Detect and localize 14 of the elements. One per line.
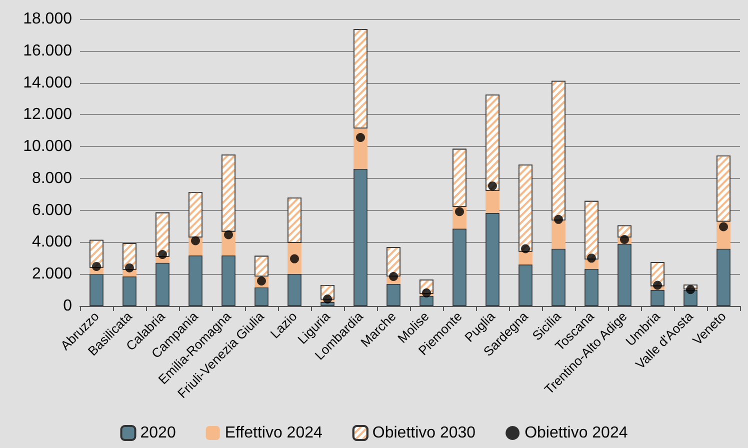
legend-label: Obiettivo 2030 [372, 424, 476, 442]
legend-label: Obiettivo 2024 [524, 424, 628, 442]
y-tick-label: 8.000 [32, 170, 72, 187]
y-tick-label: 10.000 [23, 138, 72, 156]
legend-label: Effettivo 2024 [224, 424, 322, 442]
y-tick-label: 14.000 [23, 74, 72, 92]
y-tick-label: 4.000 [32, 234, 72, 251]
y-tick-label: 18.000 [23, 10, 72, 28]
y-tick-label: 6.000 [32, 202, 72, 219]
y-tick-label: 2.000 [32, 266, 72, 283]
y-tick-label: 16.000 [23, 42, 72, 60]
y-tick-label: 12.000 [23, 106, 72, 124]
legend-label: 2020 [140, 424, 176, 442]
y-tick-label: 0 [63, 298, 72, 314]
